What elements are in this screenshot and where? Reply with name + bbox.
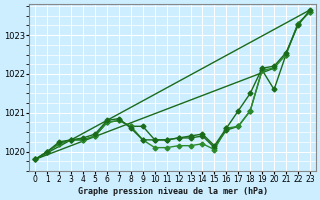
- X-axis label: Graphe pression niveau de la mer (hPa): Graphe pression niveau de la mer (hPa): [78, 187, 268, 196]
